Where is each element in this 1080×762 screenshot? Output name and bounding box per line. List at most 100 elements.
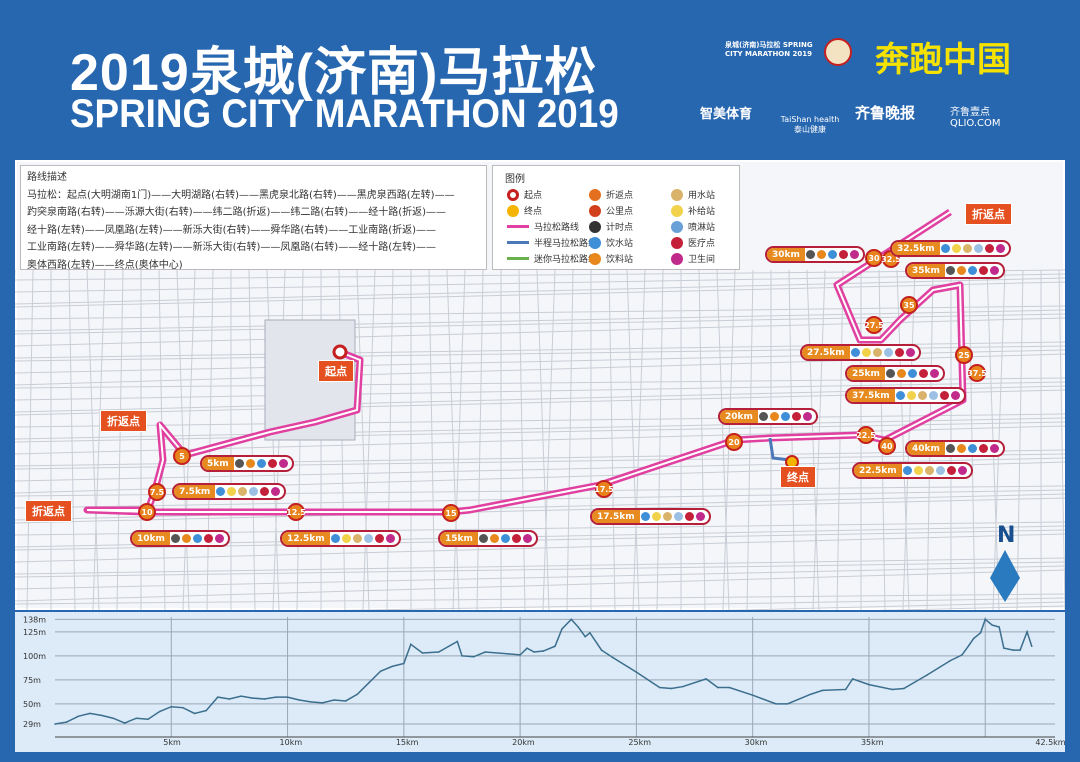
elevation-point [1012,649,1014,651]
stopwatch-icon [234,459,244,468]
water-drop-icon [216,487,226,496]
legend-label: 起点 [524,191,543,201]
elevation-point [891,688,894,691]
finish-dot-icon [507,204,519,217]
elevation-point [100,714,103,717]
station-info-box: 12.5km [280,530,401,547]
medical-cross-icon [203,534,213,543]
legend-label: 饮水站 [606,239,634,249]
medical-cross-icon [939,391,949,400]
elevation-point [728,686,731,689]
water-drop-icon [589,236,601,249]
toilet-icon [849,250,859,259]
drink-cup-icon [589,252,601,265]
legend-item: 折返点 [589,188,633,201]
finish-approach [768,437,791,462]
elevation-point [321,702,324,704]
station-km-label: 30km [767,248,805,261]
qlio-logo: 齐鲁壹点 QLIO.COM [950,107,1001,129]
drink-cup-icon [956,266,966,275]
supply-banana-icon [951,244,961,253]
km-marker: 40 [878,437,896,455]
elevation-point [216,696,219,698]
y-tick-label: 125m [23,628,46,637]
elevation-point [998,626,1000,628]
station-info-box: 30km [765,246,865,263]
drink-cup-icon [816,250,826,259]
y-tick-label: 75m [23,676,41,685]
water-use-icon [238,487,248,496]
legend-item: 饮料站 [589,252,633,265]
x-tick-label: 30km [745,738,768,747]
elevation-point [972,637,975,640]
station-km-label: 35km [907,264,945,277]
station-info-box: 20km [718,408,818,425]
water-drop-icon [902,466,912,475]
water-drop-icon [780,412,790,421]
station-info-box: 7.5km [172,483,287,500]
legend-item: 终点 [507,204,542,217]
legend-label: 公里点 [606,207,634,217]
shower-icon [249,487,259,496]
legend-item: 计时点 [589,220,633,233]
shower-icon [883,348,893,357]
drink-cup-icon [245,459,255,468]
x-tick-label: 10km [280,738,303,747]
stopwatch-icon [170,534,180,543]
elevation-point [682,685,684,688]
shower-icon [973,244,983,253]
legend-item: 迷你马拉松路线 [507,252,597,265]
legend-label: 计时点 [606,223,634,233]
station-info-box: 22.5km [852,462,973,479]
elevation-point [533,651,535,653]
station-km-label: 17.5km [592,510,640,523]
supply-banana-icon [913,466,923,475]
legend-title: 图例 [505,174,525,185]
km-marker: 22.5 [856,426,876,444]
elevation-point [542,650,545,652]
elevation-point [961,654,963,656]
elevation-point [368,681,370,684]
road-network [15,269,1065,610]
elevation-point [926,674,928,676]
title-english: SPRING CITY MARATHON 2019 [70,92,619,136]
toilet-icon [929,369,939,378]
station-km-label: 15km [440,532,478,545]
station-km-label: 22.5km [854,464,902,477]
km-marker-icon [589,204,601,217]
shower-icon [671,220,683,233]
y-tick-label: 100m [23,652,46,661]
km-marker: 27.5 [864,316,884,334]
stopwatch-icon [805,250,815,259]
elevation-point [205,709,207,712]
shower-icon [935,466,945,475]
toilet-icon [671,252,683,265]
description-line: 经十路(左转)——凤凰路(左转)——新泺大街(右转)——舜华路(右转)——工业南… [27,224,437,236]
run-china-seal [824,38,852,66]
stopwatch-icon [589,220,601,233]
elevation-point [403,662,405,665]
toilet-icon [522,534,532,543]
legend-label: 迷你马拉松路线 [534,255,598,265]
toilet-icon [271,487,281,496]
elevation-line [54,618,1033,725]
title-chinese: 2019泉城(济南)马拉松 [70,44,598,102]
station-km-label: 32.5km [892,242,940,255]
drink-cup-icon [896,369,906,378]
supply-banana-icon [651,512,661,521]
elevation-point [519,654,521,656]
description-line: 马拉松：起点(大明湖南1门)——大明湖路(右转)——黑虎泉北路(右转)——黑虎泉… [27,189,455,201]
medical-cross-icon [511,534,521,543]
x-tick-label: 5km [163,738,181,747]
elevation-point [751,694,754,696]
description-line: 趵突泉南路(右转)——泺源大街(右转)——纬二路(折返)——纬二路(右转)——经… [27,207,447,218]
north-label: N [997,523,1015,548]
description-title: 路线描述 [27,172,67,183]
station-info-box: 15km [438,530,538,547]
medical-cross-icon [684,512,694,521]
start-label: 起点 [318,360,354,382]
elevation-point [275,696,277,698]
legend-item: 医疗点 [671,236,715,249]
toilet-icon [905,348,915,357]
km-marker: 17.5 [594,480,614,498]
